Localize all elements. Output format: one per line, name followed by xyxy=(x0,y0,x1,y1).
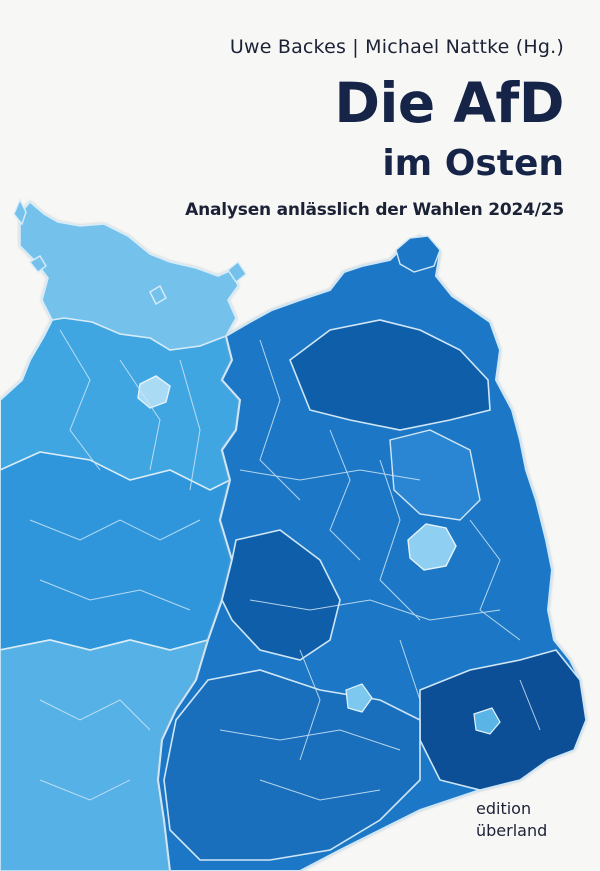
map-region-mid-east xyxy=(389,429,481,521)
authors: Uwe Backes | Michael Nattke (Hg.) xyxy=(229,36,564,58)
book-title: Die AfD xyxy=(334,71,564,135)
map-region-central-dark xyxy=(221,529,341,661)
map-region-northwest xyxy=(19,200,239,351)
map-region-northeast-dark xyxy=(289,319,491,431)
map-region-city-west xyxy=(137,375,171,409)
map-island-3 xyxy=(149,285,167,305)
publisher-logo: edition überland xyxy=(476,798,547,842)
map-region-southeast-dark xyxy=(419,649,587,791)
map-island-4 xyxy=(227,260,247,284)
book-subtitle: Analysen anlässlich der Wahlen 2024/25 xyxy=(185,200,564,220)
map-region-city-east-2 xyxy=(473,707,501,735)
map-region-south-central xyxy=(163,669,421,861)
map-region-city-east-1 xyxy=(345,683,373,713)
publisher-line2: überland xyxy=(476,821,548,840)
book-title-line2: im Osten xyxy=(382,143,564,184)
map-island-2 xyxy=(28,255,47,273)
map-region-capital xyxy=(407,523,457,571)
district-borders xyxy=(29,329,541,801)
map-island-1 xyxy=(13,198,27,226)
map-island-rugen xyxy=(395,235,441,273)
publisher-line1: edition xyxy=(476,799,532,818)
